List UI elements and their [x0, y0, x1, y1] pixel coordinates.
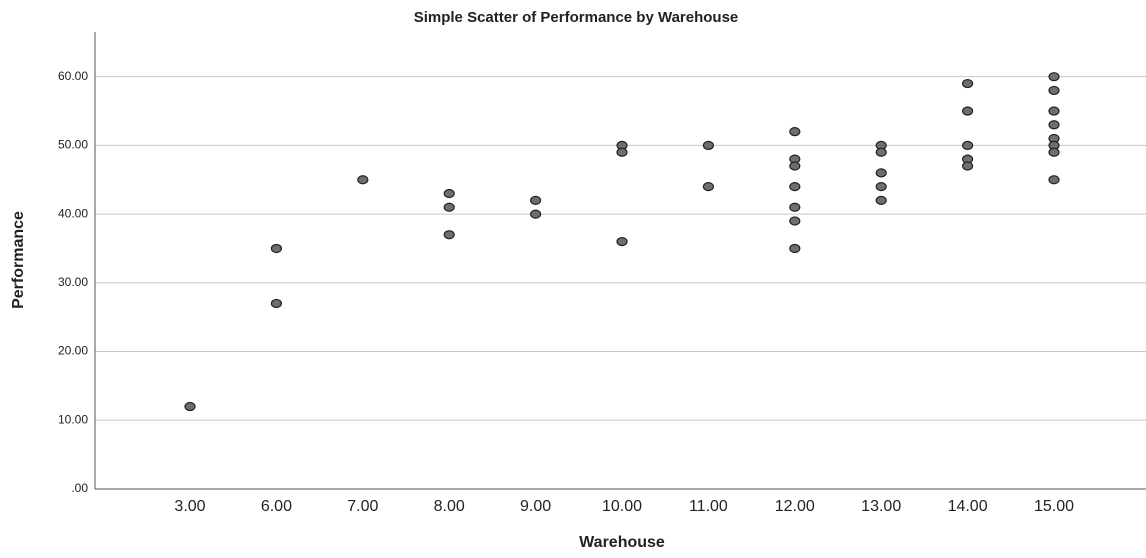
chart-title: Simple Scatter of Performance by Warehou…: [414, 9, 739, 26]
y-tick-label: 30.00: [58, 275, 88, 289]
point: [961, 106, 974, 116]
x-tick-label: 14.00: [948, 498, 988, 515]
point: [875, 182, 887, 192]
point: [1048, 120, 1060, 130]
point: [961, 78, 974, 89]
y-tick-label: .00: [71, 481, 88, 495]
point: [529, 195, 542, 205]
point: [702, 182, 715, 192]
x-tick-label: 9.00: [520, 498, 551, 515]
x-tick-label: 7.00: [347, 498, 378, 515]
x-tick-label: 13.00: [861, 498, 901, 515]
x-tick-label: 11.00: [689, 498, 728, 515]
point: [789, 202, 801, 212]
point: [529, 209, 542, 219]
point: [789, 243, 801, 254]
point: [875, 195, 887, 205]
y-tick-label: 50.00: [58, 138, 88, 152]
y-tick-label: 40.00: [58, 206, 88, 220]
point: [443, 230, 455, 240]
point: [1048, 106, 1060, 116]
point: [702, 140, 715, 150]
point: [789, 182, 801, 192]
point: [961, 161, 974, 171]
point: [1048, 72, 1060, 82]
point: [443, 202, 455, 212]
y-axis-label: Performance: [10, 211, 27, 309]
x-axis-label: Warehouse: [579, 534, 665, 551]
point: [1048, 147, 1060, 157]
point: [616, 147, 628, 157]
point: [875, 147, 887, 157]
point: [789, 216, 801, 226]
point: [443, 188, 455, 199]
point: [357, 175, 369, 185]
point: [789, 127, 801, 137]
y-tick-label: 10.00: [58, 412, 88, 426]
point: [1048, 85, 1060, 96]
x-tick-label: 6.00: [261, 498, 292, 515]
point: [184, 401, 196, 412]
point: [961, 140, 974, 150]
point: [270, 243, 282, 254]
y-tick-label: 20.00: [58, 344, 88, 358]
point: [270, 298, 282, 309]
x-tick-label: 8.00: [434, 498, 465, 515]
point: [1048, 175, 1060, 185]
x-tick-label: 12.00: [775, 498, 815, 515]
point: [616, 237, 628, 247]
x-tick-label: 3.00: [174, 498, 205, 515]
y-tick-label: 60.00: [58, 69, 88, 83]
x-tick-label: 15.00: [1034, 498, 1074, 515]
point: [789, 161, 801, 171]
x-tick-label: 10.00: [602, 498, 642, 515]
point: [875, 168, 887, 178]
